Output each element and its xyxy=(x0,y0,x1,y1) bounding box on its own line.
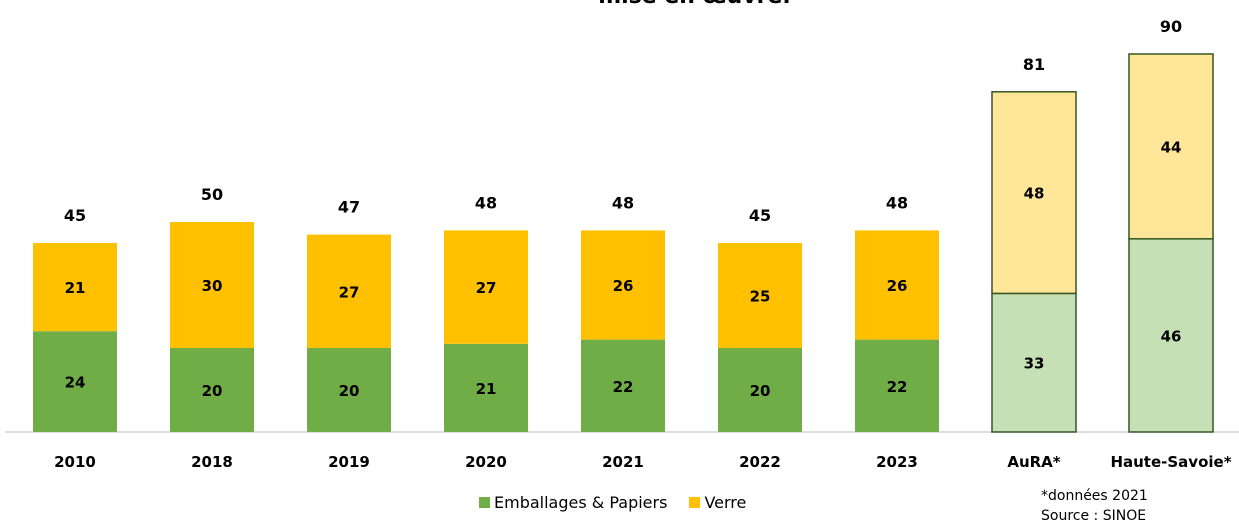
data-label-verre-2020: 27 xyxy=(476,279,497,297)
bar-emballages-2020 xyxy=(444,343,528,432)
bar-emballages-2022 xyxy=(718,348,802,432)
legend-label-emballages: Emballages & Papiers xyxy=(494,493,668,512)
bar-verre-AuRA* xyxy=(991,91,1077,295)
chart-title: mise en œuvre. xyxy=(0,0,1239,9)
bar-emballages-2018 xyxy=(170,348,254,432)
data-label-emballages-2018: 20 xyxy=(202,382,223,400)
data-label-emballages-2019: 20 xyxy=(339,382,360,400)
x-tick-label-AuRA*: AuRA* xyxy=(1007,453,1060,471)
bar-emballages-2021 xyxy=(581,339,665,432)
data-label-emballages-AuRA*: 33 xyxy=(1024,355,1045,373)
bar-verre-2010 xyxy=(33,243,117,332)
bar-emballages-2019 xyxy=(307,348,391,432)
footnote-source: Source : SINOE xyxy=(1041,508,1147,524)
x-tick-label-2010: 2010 xyxy=(54,453,96,471)
bar-emballages-2010 xyxy=(33,331,117,432)
legend-label-verre: Verre xyxy=(704,493,747,512)
legend-swatch-emballages xyxy=(479,497,490,508)
x-tick-label-2019: 2019 xyxy=(328,453,370,471)
bar-verre-2023 xyxy=(855,230,939,340)
data-label-verre-2023: 26 xyxy=(887,277,908,295)
bars-group: 2421452010203050201820274720192127482020… xyxy=(33,17,1232,471)
data-label-verre-Haute-Savoie*: 44 xyxy=(1161,138,1182,156)
total-label-2018: 50 xyxy=(201,185,223,204)
bar-verre-2019 xyxy=(307,234,391,348)
total-label-2019: 47 xyxy=(338,198,360,217)
data-label-emballages-2021: 22 xyxy=(613,378,634,396)
data-label-emballages-2022: 20 xyxy=(750,382,771,400)
bar-verre-2022 xyxy=(718,243,802,348)
total-label-2022: 45 xyxy=(749,206,771,225)
data-label-verre-2022: 25 xyxy=(750,288,771,306)
x-tick-label-2023: 2023 xyxy=(876,453,918,471)
footnote-data-year: *données 2021 xyxy=(1041,488,1148,504)
data-label-emballages-2010: 24 xyxy=(65,374,86,392)
legend: Emballages & Papiers Verre xyxy=(479,493,768,512)
data-label-verre-2021: 26 xyxy=(613,277,634,295)
footnotes: *données 2021 Source : SINOE xyxy=(1041,486,1148,526)
x-tick-label-2018: 2018 xyxy=(191,453,233,471)
x-tick-label-2020: 2020 xyxy=(465,453,507,471)
x-tick-label-2022: 2022 xyxy=(739,453,781,471)
data-label-emballages-2023: 22 xyxy=(887,378,908,396)
total-label-2010: 45 xyxy=(64,206,86,225)
data-label-verre-2019: 27 xyxy=(339,283,360,301)
bar-verre-2018 xyxy=(170,222,254,348)
total-label-2020: 48 xyxy=(475,193,497,212)
legend-item-verre: Verre xyxy=(689,493,746,512)
bar-verre-2020 xyxy=(444,230,528,344)
total-label-2021: 48 xyxy=(612,193,634,212)
data-label-verre-2010: 21 xyxy=(65,279,86,297)
data-label-verre-AuRA*: 48 xyxy=(1024,185,1045,203)
x-tick-label-2021: 2021 xyxy=(602,453,644,471)
total-label-Haute-Savoie*: 90 xyxy=(1160,17,1182,36)
data-label-verre-2018: 30 xyxy=(202,277,223,295)
data-label-emballages-Haute-Savoie*: 46 xyxy=(1161,327,1182,345)
bar-verre-Haute-Savoie* xyxy=(1128,53,1214,240)
legend-item-emballages: Emballages & Papiers xyxy=(479,493,667,512)
bar-verre-2021 xyxy=(581,230,665,340)
bar-emballages-2023 xyxy=(855,339,939,432)
total-label-AuRA*: 81 xyxy=(1023,55,1045,74)
legend-swatch-verre xyxy=(689,497,701,508)
total-label-2023: 48 xyxy=(886,193,908,212)
x-tick-label-Haute-Savoie*: Haute-Savoie* xyxy=(1110,453,1231,471)
data-label-emballages-2020: 21 xyxy=(476,380,497,398)
bar-emballages-AuRA* xyxy=(991,292,1077,433)
bar-emballages-Haute-Savoie* xyxy=(1128,238,1214,433)
